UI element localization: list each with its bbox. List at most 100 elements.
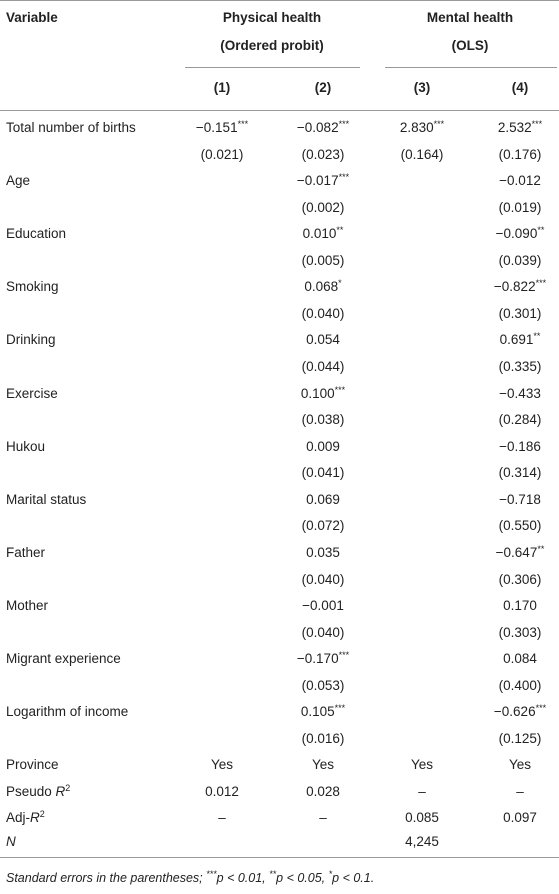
row-label: Age xyxy=(6,173,31,189)
text-segment: ** xyxy=(269,869,277,879)
standard-error: (0.039) xyxy=(498,252,542,268)
standard-error: (0.176) xyxy=(498,146,542,162)
group-subtitle: (Ordered probit) xyxy=(220,38,324,53)
coefficient: 0.054 xyxy=(306,332,340,348)
coef-value: −0.090 xyxy=(495,226,538,242)
coefficient: −0.433 xyxy=(499,386,541,402)
coef-value: 0.054 xyxy=(306,332,340,348)
stat-value: 0.012 xyxy=(205,784,239,799)
coefficient: 2.830*** xyxy=(400,120,444,136)
text-segment: *** xyxy=(206,869,217,879)
coefficient: −0.017*** xyxy=(297,173,349,189)
standard-error: (0.016) xyxy=(301,730,345,746)
column-header: (1) xyxy=(213,80,231,95)
standard-error: (0.021) xyxy=(200,146,244,162)
significance-stars: ** xyxy=(537,543,545,554)
significance-stars: *** xyxy=(338,650,350,661)
group-title: Mental health xyxy=(426,10,514,25)
standard-error: (0.053) xyxy=(301,677,345,693)
column-header: (3) xyxy=(413,80,431,95)
coef-value: −0.012 xyxy=(499,173,541,189)
standard-error: (0.040) xyxy=(301,571,345,587)
coefficient: 0.035 xyxy=(306,545,340,561)
row-label: Drinking xyxy=(6,332,56,348)
text-segment: R xyxy=(55,784,66,799)
stat-value: 4,245 xyxy=(405,834,439,849)
standard-error: (0.040) xyxy=(301,624,345,640)
row-label: Mother xyxy=(6,598,49,614)
significance-stars: *** xyxy=(531,119,543,129)
rule xyxy=(385,67,557,68)
significance-stars: *** xyxy=(433,119,445,129)
coefficient: −0.001 xyxy=(302,598,344,614)
coefficient: −0.647** xyxy=(496,543,545,561)
group-subtitle: (OLS) xyxy=(451,38,489,53)
stat-label: N xyxy=(6,834,16,850)
coefficient: 0.691** xyxy=(500,332,541,348)
significance-stars: *** xyxy=(334,384,346,395)
standard-error: (0.038) xyxy=(301,412,345,428)
coefficient: 0.084 xyxy=(503,651,537,667)
coef-value: 0.068 xyxy=(304,279,339,295)
coef-value: −0.017 xyxy=(296,173,339,189)
text-segment: N xyxy=(6,834,16,849)
coefficient: −0.082*** xyxy=(297,120,349,136)
standard-error: (0.303) xyxy=(498,624,542,640)
significance-stars: * xyxy=(338,278,342,289)
stat-value: 0.085 xyxy=(405,810,439,825)
coef-value: −0.082 xyxy=(296,120,339,135)
column-header: (4) xyxy=(511,80,529,95)
standard-error: (0.550) xyxy=(498,518,542,534)
coef-value: 0.084 xyxy=(503,651,537,667)
coefficient: −0.012 xyxy=(499,173,541,189)
header-variable: Variable xyxy=(6,10,58,25)
stat-value: – xyxy=(218,810,226,825)
coefficient: 0.068* xyxy=(304,279,341,295)
coefficient: −0.186 xyxy=(499,439,541,455)
standard-error: (0.301) xyxy=(498,305,542,321)
text-segment: p xyxy=(216,871,224,885)
coef-value: −0.001 xyxy=(302,598,344,614)
standard-error: (0.005) xyxy=(301,252,345,268)
significance-stars: *** xyxy=(338,172,350,183)
coefficient: −0.718 xyxy=(499,492,541,508)
stat-label: Pseudo R2 xyxy=(6,784,70,800)
text-segment: < 0.01, xyxy=(223,871,270,885)
significance-stars: *** xyxy=(334,703,346,714)
rule xyxy=(0,857,559,858)
coef-value: 0.035 xyxy=(306,544,340,560)
coef-value: −0.170 xyxy=(296,651,339,667)
coef-value: −0.626 xyxy=(493,704,536,720)
standard-error: (0.040) xyxy=(301,305,345,321)
text-segment: p xyxy=(332,871,340,885)
standard-error: (0.125) xyxy=(498,730,542,746)
stat-value: – xyxy=(418,784,426,799)
row-label: Education xyxy=(6,226,67,242)
stat-value: – xyxy=(319,810,327,825)
coefficient: 2.532*** xyxy=(498,120,542,136)
text-segment: p xyxy=(276,871,284,885)
stat-value: 0.097 xyxy=(503,810,537,825)
standard-error: (0.306) xyxy=(498,571,542,587)
stat-value: Yes xyxy=(210,757,234,772)
stat-label: Province xyxy=(6,757,59,773)
text-segment: 2 xyxy=(65,783,71,793)
coefficient: 0.010** xyxy=(303,226,344,242)
row-label: Migrant experience xyxy=(6,651,121,667)
coefficient: −0.822*** xyxy=(494,279,546,295)
coef-value: −0.822 xyxy=(493,279,536,295)
coefficient: 0.009 xyxy=(306,439,340,455)
standard-error: (0.314) xyxy=(498,465,542,481)
row-label: Smoking xyxy=(6,279,59,295)
coef-value: 0.105 xyxy=(300,704,335,720)
coef-value: −0.433 xyxy=(499,385,541,401)
coef-value: −0.186 xyxy=(499,438,541,454)
text-segment: Province xyxy=(6,757,59,772)
standard-error: (0.019) xyxy=(498,199,542,215)
standard-error: (0.044) xyxy=(301,359,345,375)
standard-error: (0.072) xyxy=(301,518,345,534)
column-header: (2) xyxy=(314,80,332,95)
text-segment: Adj- xyxy=(6,810,31,825)
text-segment: Standard errors in the parentheses; xyxy=(6,871,207,885)
coefficient: 0.069 xyxy=(306,492,340,508)
